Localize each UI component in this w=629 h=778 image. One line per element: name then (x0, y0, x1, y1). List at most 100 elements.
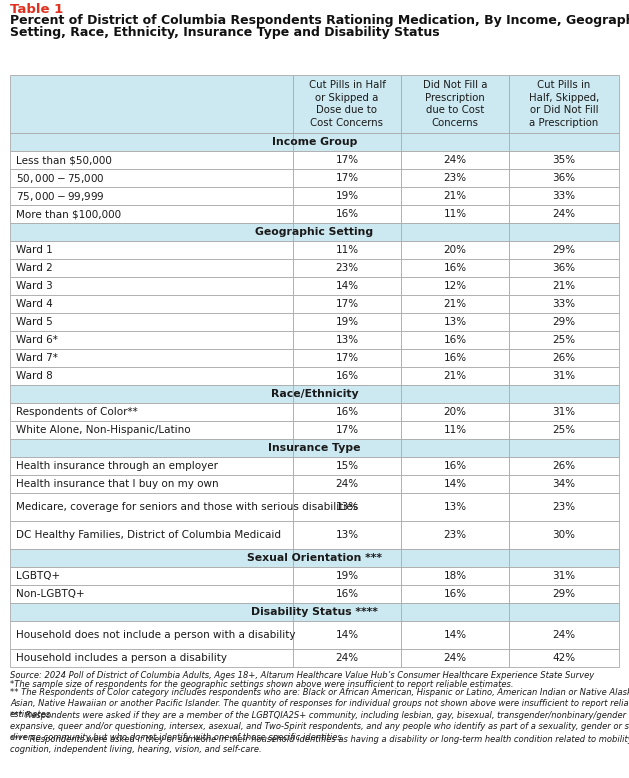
Text: 14%: 14% (335, 281, 359, 291)
Bar (293, 241, 401, 259)
Bar (293, 621, 401, 649)
Bar (509, 169, 619, 187)
Text: Health insurance that I buy on my own: Health insurance that I buy on my own (16, 479, 219, 489)
Bar (401, 151, 509, 169)
Bar (10, 603, 619, 621)
Bar (10, 439, 619, 457)
Bar (293, 205, 401, 223)
Bar (293, 585, 401, 603)
Bar (509, 567, 619, 585)
Bar (10, 521, 293, 549)
Text: $50,000 - $75,000: $50,000 - $75,000 (16, 171, 104, 184)
Bar (509, 241, 619, 259)
Bar (293, 331, 401, 349)
Text: 14%: 14% (335, 630, 359, 640)
Text: 16%: 16% (335, 589, 359, 599)
Text: Sexual Orientation ***: Sexual Orientation *** (247, 553, 382, 563)
Text: ** The Respondents of Color category includes respondents who are: Black or Afri: ** The Respondents of Color category inc… (10, 689, 629, 719)
Bar (10, 205, 293, 223)
Text: 11%: 11% (443, 425, 467, 435)
Bar (509, 493, 619, 521)
Text: 14%: 14% (443, 479, 467, 489)
Bar (10, 331, 293, 349)
Text: Less than $50,000: Less than $50,000 (16, 155, 112, 165)
Bar (509, 421, 619, 439)
Text: 15%: 15% (335, 461, 359, 471)
Text: 17%: 17% (335, 173, 359, 183)
Bar (509, 403, 619, 421)
Text: **** Respondents were asked if they or someone in their household identifies as : **** Respondents were asked if they or s… (10, 734, 629, 755)
Text: Ward 2: Ward 2 (16, 263, 53, 273)
Bar (10, 367, 293, 385)
Bar (10, 241, 293, 259)
Text: 13%: 13% (443, 317, 467, 327)
Text: Geographic Setting: Geographic Setting (255, 227, 374, 237)
Bar (401, 421, 509, 439)
Text: 13%: 13% (443, 502, 467, 512)
Text: 23%: 23% (443, 530, 467, 540)
Bar (509, 457, 619, 475)
Text: Ward 8: Ward 8 (16, 371, 53, 381)
Text: 30%: 30% (552, 530, 576, 540)
Text: Disability Status ****: Disability Status **** (251, 607, 378, 617)
Text: 23%: 23% (443, 173, 467, 183)
Bar (509, 349, 619, 367)
Text: Cut Pills in Half
or Skipped a
Dose due to
Cost Concerns: Cut Pills in Half or Skipped a Dose due … (309, 80, 386, 128)
Text: 36%: 36% (552, 173, 576, 183)
Bar (293, 567, 401, 585)
Text: 21%: 21% (443, 299, 467, 309)
Text: Table 1: Table 1 (10, 3, 64, 16)
Text: 31%: 31% (552, 407, 576, 417)
Text: 33%: 33% (552, 299, 576, 309)
Text: 11%: 11% (335, 245, 359, 255)
Text: Ward 4: Ward 4 (16, 299, 53, 309)
Text: Race/Ethnicity: Race/Ethnicity (270, 389, 359, 399)
Text: Household includes a person a disability: Household includes a person a disability (16, 653, 227, 663)
Text: Percent of District of Columbia Respondents Rationing Medication, By Income, Geo: Percent of District of Columbia Responde… (10, 14, 629, 27)
Text: 25%: 25% (552, 425, 576, 435)
Bar (401, 75, 509, 133)
Text: More than $100,000: More than $100,000 (16, 209, 121, 219)
Text: 29%: 29% (552, 245, 576, 255)
Text: 17%: 17% (335, 155, 359, 165)
Text: 17%: 17% (335, 353, 359, 363)
Bar (401, 649, 509, 667)
Bar (10, 259, 293, 277)
Bar (293, 457, 401, 475)
Text: 24%: 24% (443, 155, 467, 165)
Text: Insurance Type: Insurance Type (268, 443, 361, 453)
Bar (293, 493, 401, 521)
Text: 24%: 24% (552, 630, 576, 640)
Text: White Alone, Non-Hispanic/Latino: White Alone, Non-Hispanic/Latino (16, 425, 191, 435)
Text: 16%: 16% (335, 209, 359, 219)
Text: 13%: 13% (335, 335, 359, 345)
Text: 13%: 13% (335, 502, 359, 512)
Text: 42%: 42% (552, 653, 576, 663)
Bar (401, 313, 509, 331)
Bar (401, 403, 509, 421)
Text: 24%: 24% (335, 479, 359, 489)
Bar (10, 75, 293, 133)
Bar (509, 331, 619, 349)
Bar (401, 187, 509, 205)
Bar (10, 567, 293, 585)
Bar (401, 457, 509, 475)
Text: Non-LGBTQ+: Non-LGBTQ+ (16, 589, 85, 599)
Text: 29%: 29% (552, 589, 576, 599)
Bar (293, 313, 401, 331)
Bar (509, 205, 619, 223)
Bar (401, 205, 509, 223)
Bar (293, 277, 401, 295)
Bar (509, 277, 619, 295)
Text: 17%: 17% (335, 425, 359, 435)
Bar (10, 493, 293, 521)
Text: Respondents of Color**: Respondents of Color** (16, 407, 138, 417)
Bar (10, 295, 293, 313)
Text: Household does not include a person with a disability: Household does not include a person with… (16, 630, 296, 640)
Text: 20%: 20% (443, 245, 467, 255)
Bar (401, 241, 509, 259)
Text: 24%: 24% (552, 209, 576, 219)
Text: 24%: 24% (443, 653, 467, 663)
Bar (10, 277, 293, 295)
Text: Ward 3: Ward 3 (16, 281, 53, 291)
